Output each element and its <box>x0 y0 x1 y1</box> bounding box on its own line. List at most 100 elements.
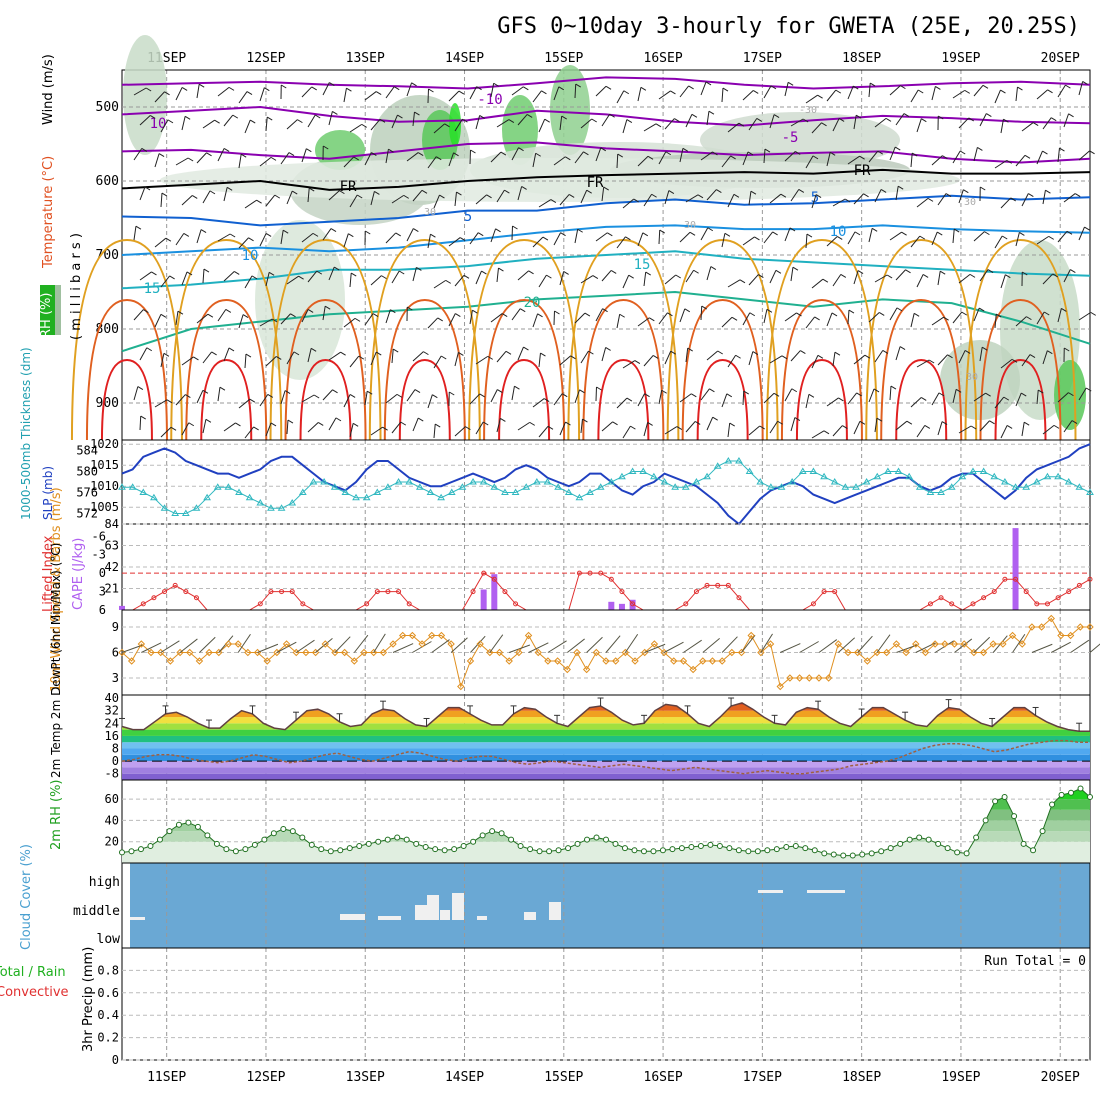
lifted-index-marker <box>140 601 146 607</box>
wind-speed-marker <box>360 648 368 657</box>
wind-speed-marker <box>941 640 949 648</box>
wind-barb-flag <box>605 347 611 351</box>
wind-barb <box>811 355 819 369</box>
cape-bar <box>480 589 487 610</box>
wind-barb <box>322 82 330 96</box>
warm-arch <box>85 298 168 441</box>
wind-barb <box>679 231 691 243</box>
wind-speed-marker <box>195 657 204 665</box>
wind-barb-flag <box>766 308 773 313</box>
wind-barb <box>1042 424 1055 435</box>
wind-speed-marker <box>747 631 755 640</box>
rh-marker <box>270 830 277 837</box>
rh-legend-bar <box>55 285 61 335</box>
wind-barb-flag <box>352 422 359 427</box>
wind-barb <box>700 305 703 321</box>
thickness-marker <box>150 493 158 501</box>
contour-label: 5 <box>464 209 472 225</box>
wind-barb <box>295 639 315 653</box>
temp-band <box>122 742 1090 749</box>
wind-barb <box>994 396 1005 409</box>
lifted-index-marker <box>619 589 625 595</box>
rh-marker <box>318 846 325 853</box>
wind-barb <box>685 421 696 433</box>
wind-barb <box>373 633 386 653</box>
wind-tick-label: 9 <box>112 620 119 634</box>
wind-barb-flag <box>1045 189 1051 194</box>
rh-marker <box>792 842 799 849</box>
wind-barb <box>811 194 817 209</box>
precip-label: 3hr Precip (mm) <box>81 947 96 1052</box>
wind-barb <box>595 232 608 242</box>
wind-barb <box>742 90 754 101</box>
rh-shading <box>315 130 365 170</box>
wind-barb-flag <box>203 268 210 273</box>
wind-barb <box>553 156 566 166</box>
wind-barb <box>517 270 529 281</box>
wind-barb <box>322 228 332 241</box>
wind-barb-flag <box>486 194 492 199</box>
lifted-index-marker <box>1087 576 1093 582</box>
wind-barb <box>307 270 318 283</box>
rh-marker <box>859 851 866 858</box>
lifted-index-marker <box>598 570 604 576</box>
wind-barb-flag <box>955 388 962 393</box>
wind-barb <box>532 313 539 328</box>
warm-arch <box>185 298 268 441</box>
warm-arch <box>483 298 566 441</box>
top-date-label: 15SEP <box>544 51 583 66</box>
wind-barb-flag <box>1037 389 1044 394</box>
wind-barb-flag <box>806 233 813 238</box>
wind-barb <box>805 155 814 169</box>
wind-barb-flag <box>417 152 424 157</box>
wind-barb <box>448 237 461 247</box>
thickness-marker <box>522 483 531 490</box>
lifted-index-marker <box>736 595 742 601</box>
wind-barb <box>889 231 902 241</box>
wind-barb-flag <box>773 114 780 119</box>
wind-barb-flag <box>170 426 177 431</box>
wind-barb <box>826 152 831 167</box>
wind-barb <box>721 87 724 103</box>
wind-barb-flag <box>500 417 506 422</box>
wind-barb-flag <box>546 274 552 279</box>
wind-barb-flag <box>463 274 470 279</box>
wind-barb <box>1078 81 1084 96</box>
wind-barb <box>931 155 943 166</box>
wind-barb-flag <box>253 426 259 431</box>
wind-barb <box>406 389 416 402</box>
wind-barb-flag <box>682 147 689 152</box>
cloud-bar <box>524 912 536 920</box>
rh-marker <box>954 849 961 856</box>
wind-barb <box>601 347 607 362</box>
wind-barb <box>496 418 501 433</box>
wind-barb-flag <box>729 422 735 427</box>
wind-barb-flag <box>482 421 489 426</box>
rh-marker <box>251 841 258 848</box>
wind-barb-flag <box>1003 396 1010 401</box>
wind-barb <box>799 641 819 653</box>
wind-barb <box>196 313 209 324</box>
wind-barb <box>238 237 249 249</box>
wind-barb-flag <box>623 90 630 95</box>
wind-barb-flag <box>964 89 970 94</box>
wind-barb <box>133 87 147 96</box>
wind-barb-flag <box>430 233 436 238</box>
wind-barb <box>1057 84 1066 98</box>
lifted-index-marker <box>832 589 838 595</box>
wind-barb <box>547 640 567 653</box>
wind-barb-flag <box>1061 307 1067 312</box>
thickness-marker <box>192 504 201 511</box>
wind-barb <box>139 115 151 126</box>
wind-barb-flag <box>135 225 142 230</box>
wind-barb <box>616 236 626 249</box>
wind-barb-flag <box>630 425 636 430</box>
wind-barb-flag <box>1065 84 1071 89</box>
wind-barb <box>160 192 163 208</box>
wind-barb <box>532 398 545 408</box>
wind-barb <box>139 415 142 431</box>
rh-marker <box>232 848 239 855</box>
wind-barb <box>874 274 888 283</box>
wind-barb <box>931 316 944 326</box>
wind-barb <box>469 393 481 405</box>
